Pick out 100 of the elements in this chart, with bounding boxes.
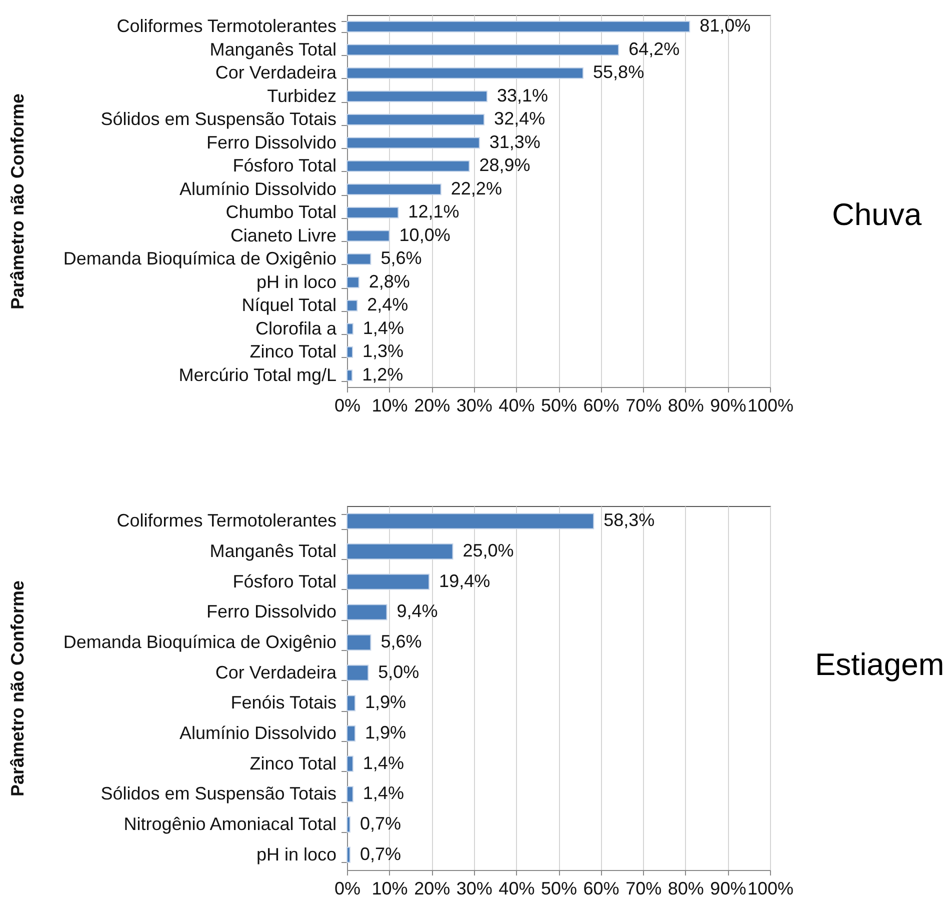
data-label: 28,9% (479, 155, 530, 176)
x-tick-label: 80% (668, 878, 704, 898)
data-label: 2,4% (367, 294, 408, 315)
data-label: 58,3% (604, 510, 655, 530)
bar (346, 574, 430, 590)
y-tick-label: Alumínio Dissolvido (179, 723, 336, 743)
data-label: 12,1% (408, 202, 460, 222)
data-label: 5,6% (380, 632, 422, 652)
bar (346, 90, 488, 102)
bar (346, 230, 390, 242)
bar (346, 756, 354, 772)
data-label: 81,0% (700, 16, 751, 36)
bar (346, 137, 480, 149)
x-tick-label: 0% (334, 878, 361, 898)
bar (346, 67, 584, 79)
y-tick-label: Chumbo Total (226, 202, 336, 222)
x-tick-label: 90% (710, 396, 746, 416)
y-tick-label: Fenóis Totais (230, 692, 336, 713)
x-tick-label: 10% (372, 878, 408, 898)
bar (346, 543, 454, 560)
x-tick-label: 60% (583, 396, 620, 416)
x-tick-label: 100% (747, 878, 794, 898)
y-tick-label: Cor Verdadeira (215, 662, 338, 682)
bar (346, 114, 485, 126)
data-label: 1,4% (362, 318, 404, 338)
x-tick-label: 70% (626, 878, 662, 898)
x-tick-label: 20% (414, 878, 450, 898)
y-tick-label: Nitrogênio Amoniacal Total (124, 814, 336, 834)
y-tick-label: Demanda Bioquímica de Oxigênio (63, 248, 336, 269)
x-tick-label: 60% (583, 878, 620, 898)
y-tick-label: Cianeto Livre (230, 225, 336, 246)
bar (346, 846, 350, 863)
bar (346, 44, 620, 56)
x-tick-label: 50% (540, 878, 578, 898)
y-tick-label: Sólidos em Suspensão Totais (100, 784, 336, 804)
bar (346, 786, 354, 802)
data-label: 0,7% (360, 844, 401, 864)
bar (346, 816, 350, 833)
bar (346, 276, 360, 288)
y-tick-label: Alumínio Dissolvido (179, 178, 336, 199)
y-axis-title: Parâmetro não Conforme (8, 93, 28, 310)
data-label: 55,8% (593, 62, 644, 82)
x-tick-label: 40% (498, 878, 535, 898)
bar (346, 20, 690, 32)
data-label: 2,8% (368, 271, 410, 292)
data-label: 1,2% (362, 364, 404, 384)
y-tick-label: Fósforo Total (232, 571, 336, 592)
bar (346, 604, 388, 620)
bar (346, 513, 594, 530)
y-tick-label: pH in loco (256, 844, 336, 864)
bar (346, 253, 372, 265)
x-tick-label: 0% (334, 396, 361, 416)
y-tick-label: Manganês Total (210, 39, 336, 60)
text: Estiagem (815, 647, 944, 682)
y-tick-label: Sólidos em Suspensão Totais (100, 109, 336, 130)
x-tick-label: 30% (456, 878, 492, 898)
data-label: 31,3% (489, 132, 540, 152)
x-tick-label: 80% (668, 396, 704, 416)
bar (346, 323, 354, 335)
bar (346, 184, 442, 196)
data-label: 1,9% (365, 722, 406, 742)
x-tick-label: 100% (747, 396, 794, 416)
bar (346, 206, 399, 218)
data-label: 32,4% (494, 108, 546, 129)
bar (346, 346, 353, 358)
y-axis-title: Parâmetro não Conforme (8, 580, 28, 797)
x-tick-label: 50% (540, 396, 578, 416)
bar (346, 725, 356, 742)
x-tick-label: 70% (626, 396, 662, 416)
data-label: 1,9% (365, 692, 406, 712)
data-label: 1,4% (362, 783, 404, 804)
bar (346, 370, 353, 382)
bar (346, 664, 369, 681)
y-tick-label: Coliformes Termotolerantes (116, 16, 336, 36)
data-label: 22,2% (450, 178, 502, 198)
data-label: 19,4% (439, 570, 490, 591)
x-tick-label: 10% (372, 396, 408, 416)
bar (346, 160, 470, 172)
data-label: 5,0% (378, 662, 420, 682)
bar (346, 634, 372, 651)
bar (346, 300, 358, 312)
y-tick-label: Níquel Total (242, 295, 336, 316)
data-label: 1,4% (362, 752, 404, 773)
data-label: 10,0% (399, 224, 450, 245)
y-tick-label: pH in loco (256, 272, 336, 292)
data-label: 64,2% (628, 38, 680, 59)
y-tick-label: Zinco Total (250, 753, 336, 774)
y-tick-label: Manganês Total (210, 541, 336, 561)
y-tick-label: Coliformes Termotolerantes (116, 510, 336, 531)
y-tick-label: Zinco Total (250, 342, 336, 362)
y-tick-label: Fósforo Total (232, 156, 336, 176)
x-tick-label: 20% (414, 396, 450, 416)
y-tick-label: Demanda Bioquímica de Oxigênio (63, 632, 336, 652)
y-tick-label: Ferro Dissolvido (206, 602, 336, 622)
data-label: 9,4% (396, 601, 438, 622)
data-label: 1,3% (362, 341, 404, 362)
x-tick-label: 30% (456, 396, 492, 416)
y-tick-label: Cor Verdadeira (215, 62, 338, 83)
x-tick-label: 40% (498, 396, 535, 416)
y-tick-label: Ferro Dissolvido (206, 132, 336, 152)
